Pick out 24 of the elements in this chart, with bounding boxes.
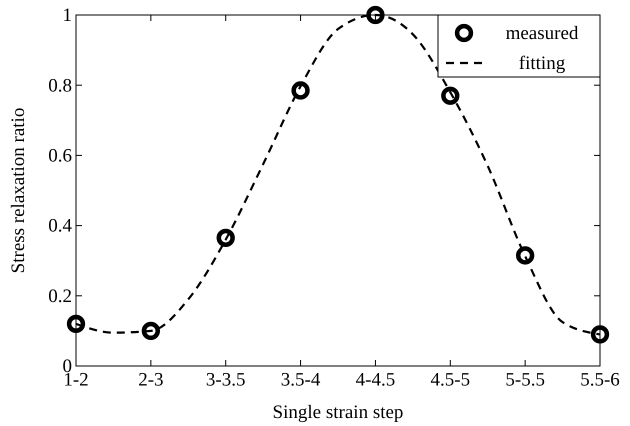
point [66, 314, 86, 334]
x-axis-title: Single strain step [272, 402, 404, 423]
y-tick-label: 0.2 [48, 286, 72, 307]
y-axis-title: Stress relaxation ratio [8, 108, 29, 274]
point [590, 325, 610, 344]
point [291, 81, 310, 100]
y-tick-label: 0.6 [48, 145, 72, 166]
point [142, 322, 160, 340]
x-tick-label: 4-4.5 [356, 369, 396, 390]
point [441, 86, 460, 105]
legend-label: fitting [518, 53, 566, 74]
x-tick-label: 4.5-5 [430, 369, 470, 390]
x-tick-label: 3.5-4 [280, 369, 321, 390]
y-tick-label: 0.4 [48, 216, 72, 237]
point [216, 228, 235, 248]
point [516, 246, 534, 265]
point [366, 6, 385, 24]
x-tick-label: 3-3.5 [206, 369, 246, 390]
y-tick-label: 0.8 [48, 75, 72, 96]
y-tick-label: 1 [62, 5, 72, 26]
x-tick-label: 5-5.5 [505, 369, 545, 390]
x-tick-label: 2-3 [138, 369, 164, 390]
x-tick-label: 5.5-6 [580, 369, 620, 390]
legend-label: measured [506, 23, 579, 44]
